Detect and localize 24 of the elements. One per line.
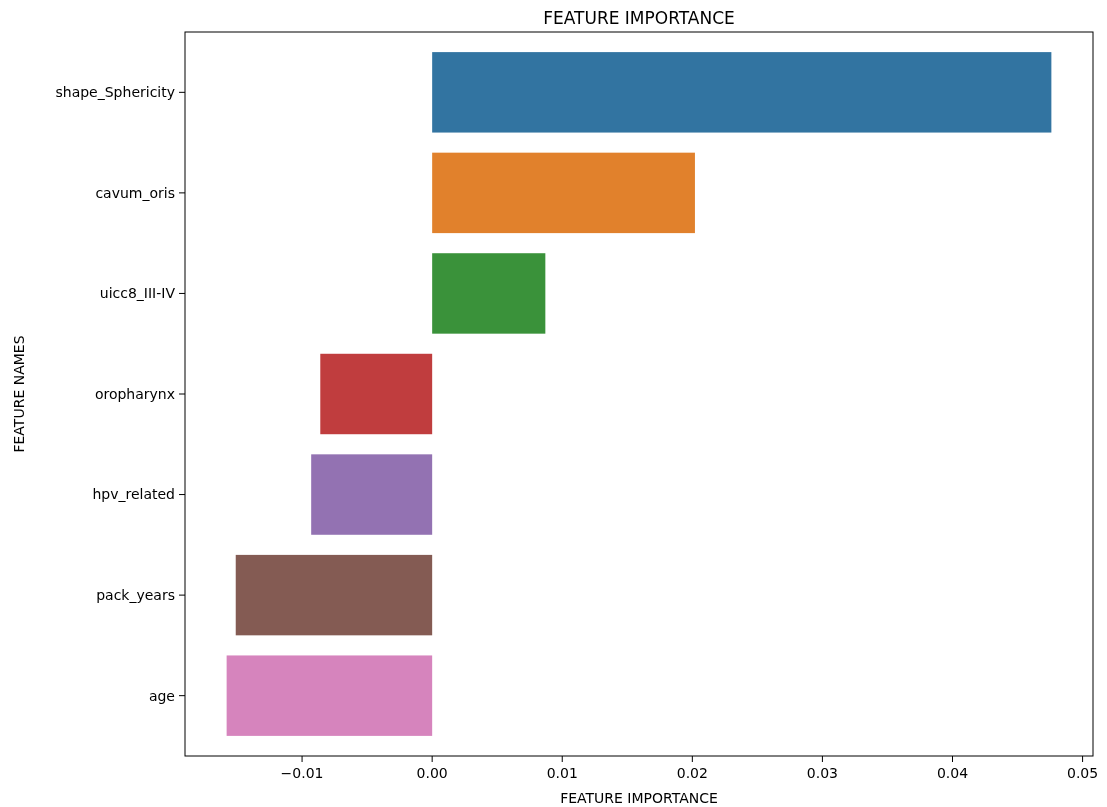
y-tick-label: hpv_related <box>92 486 175 503</box>
x-tick-label: −0.01 <box>280 765 324 781</box>
y-tick-label: pack_years <box>96 587 175 604</box>
y-tick-label: shape_Sphericity <box>55 84 175 101</box>
bar <box>320 353 433 435</box>
bar <box>432 152 695 234</box>
bar <box>432 253 546 334</box>
bar <box>311 454 433 535</box>
x-tick-label: 0.01 <box>546 765 578 781</box>
x-tick-label: 0.02 <box>676 765 708 781</box>
y-tick-label: uicc8_III-IV <box>99 285 176 302</box>
x-axis-title: FEATURE IMPORTANCE <box>560 790 718 806</box>
x-tick-label: 0.00 <box>416 765 448 781</box>
x-tick-label: 0.05 <box>1067 765 1099 781</box>
y-tick-label: cavum_oris <box>95 184 175 201</box>
y-tick-label: age <box>148 687 175 704</box>
bar <box>226 655 433 736</box>
y-tick-label: oropharynx <box>94 385 175 402</box>
y-axis-title: FEATURE NAMES <box>11 335 27 453</box>
bar <box>235 554 433 636</box>
chart-title: FEATURE IMPORTANCE <box>543 8 735 28</box>
x-tick-label: 0.03 <box>806 765 839 781</box>
bar <box>432 52 1052 133</box>
x-tick-label: 0.04 <box>936 765 969 781</box>
